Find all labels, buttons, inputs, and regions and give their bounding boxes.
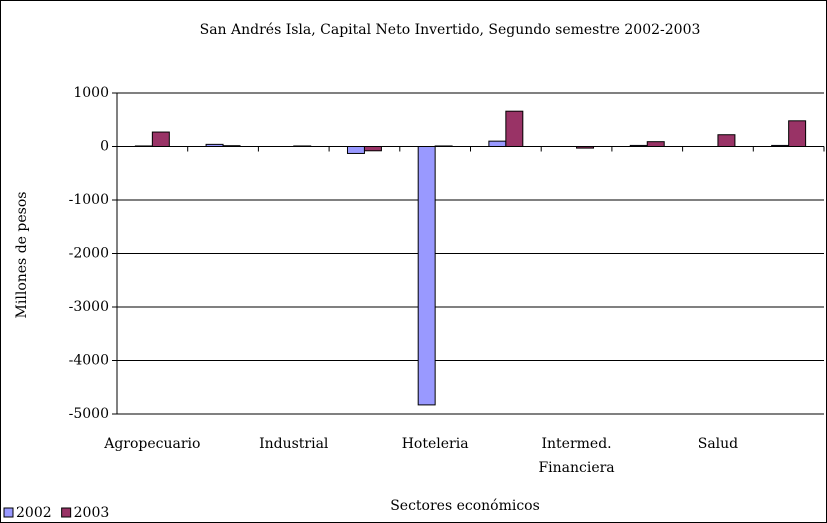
legend-label: 2002: [16, 505, 52, 521]
bar: [505, 110, 524, 148]
x-tick-label-box: Hoteleria: [401, 436, 469, 452]
bar: [788, 120, 807, 147]
x-tick-label: Hoteleria: [401, 436, 469, 452]
legend-swatch: [3, 507, 14, 518]
y-tick-label: 0: [100, 139, 109, 155]
y-tick-label: -3000: [69, 299, 109, 315]
y-tick-label: -5000: [69, 406, 109, 422]
x-tick-label-box: Agropecuario: [104, 436, 201, 452]
x-tick-label: Industrial: [259, 436, 329, 452]
y-axis-label: Millones de pesos: [14, 192, 30, 319]
chart-title: San Andrés Isla, Capital Neto Invertido,…: [200, 22, 701, 38]
y-tick-label: 1000: [73, 85, 109, 101]
x-tick-label-box: Intermed. Financiera: [538, 436, 615, 476]
x-tick-label-box: Industrial: [259, 436, 329, 452]
bar: [346, 146, 365, 154]
x-tick-label: Intermed. Financiera: [538, 436, 615, 476]
bar: [488, 140, 507, 147]
legend-label: 2003: [74, 505, 110, 521]
bar: [363, 146, 382, 152]
x-tick-label: Agropecuario: [104, 436, 201, 452]
y-tick-label: -4000: [69, 353, 109, 369]
bar: [717, 134, 736, 147]
bar: [151, 131, 170, 147]
x-tick-label: Salud: [697, 436, 739, 452]
x-axis-label: Sectores económicos: [390, 498, 540, 514]
y-tick-label: -2000: [69, 246, 109, 262]
x-tick-label-box: Salud: [697, 436, 739, 452]
legend-swatch: [61, 507, 72, 518]
y-tick-label: -1000: [69, 192, 109, 208]
bar: [417, 146, 436, 406]
bar: [646, 141, 665, 147]
